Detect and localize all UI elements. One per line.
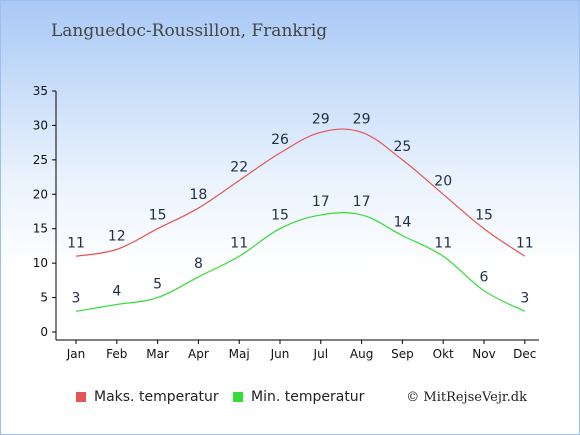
min-value-label: 14 xyxy=(393,215,411,231)
y-tick-label: 5 xyxy=(40,291,48,305)
y-tick-label: 15 xyxy=(33,222,48,236)
min-value-label: 15 xyxy=(271,208,289,224)
legend-label-min: Min. temperatur xyxy=(251,389,365,405)
x-tick-label: Sep xyxy=(391,347,414,361)
x-tick-label: Okt xyxy=(433,347,454,361)
y-tick-label: 35 xyxy=(33,84,48,98)
max-value-label: 11 xyxy=(516,235,534,251)
min-value-label: 4 xyxy=(112,283,121,299)
x-tick-label: Apr xyxy=(188,347,209,361)
max-value-label: 26 xyxy=(271,132,289,148)
x-tick-label: Maj xyxy=(229,347,250,361)
min-value-label: 17 xyxy=(353,194,371,210)
max-value-label: 25 xyxy=(393,139,411,155)
min-value-label: 11 xyxy=(230,235,248,251)
x-tick-label: Jun xyxy=(270,347,290,361)
min-value-label: 3 xyxy=(72,290,81,306)
min-value-label: 6 xyxy=(480,270,489,286)
min-temperature-line xyxy=(75,212,526,312)
min-value-label: 17 xyxy=(312,194,330,210)
min-value-label: 11 xyxy=(434,235,452,251)
x-tick-label: Aug xyxy=(350,347,373,361)
min-value-label: 5 xyxy=(153,277,162,293)
legend-swatch-min xyxy=(233,392,243,402)
legend-item-max: Maks. temperatur xyxy=(76,389,219,405)
min-value-label: 3 xyxy=(520,290,529,306)
x-tick-label: Jul xyxy=(313,347,328,361)
legend-swatch-max xyxy=(76,392,86,402)
max-value-label: 29 xyxy=(312,111,330,127)
max-value-label: 20 xyxy=(434,173,452,189)
y-tick-label: 0 xyxy=(40,325,48,339)
x-tick-label: Jan xyxy=(66,347,86,361)
x-tick-label: Nov xyxy=(472,347,495,361)
max-value-label: 11 xyxy=(67,235,85,251)
min-value-label: 8 xyxy=(194,256,203,272)
y-tick-label: 25 xyxy=(33,153,48,167)
y-tick-label: 20 xyxy=(33,187,48,201)
legend-item-min: Min. temperatur xyxy=(233,389,364,405)
max-value-label: 15 xyxy=(149,208,167,224)
x-tick-label: Mar xyxy=(146,347,169,361)
copyright-credit: © MitRejseVejr.dk xyxy=(406,390,527,405)
legend-label-max: Maks. temperatur xyxy=(94,389,219,405)
max-value-label: 12 xyxy=(108,228,126,244)
max-value-label: 29 xyxy=(353,111,371,127)
y-tick-label: 30 xyxy=(33,118,48,132)
max-value-label: 22 xyxy=(230,160,248,176)
max-value-label: 15 xyxy=(475,208,493,224)
max-temperature-line xyxy=(75,128,526,257)
y-tick-label: 10 xyxy=(33,256,48,270)
chart-title: Languedoc-Roussillon, Frankrig xyxy=(51,21,328,41)
x-tick-label: Feb xyxy=(106,347,127,361)
max-value-label: 18 xyxy=(189,187,207,203)
x-tick-label: Dec xyxy=(513,347,536,361)
